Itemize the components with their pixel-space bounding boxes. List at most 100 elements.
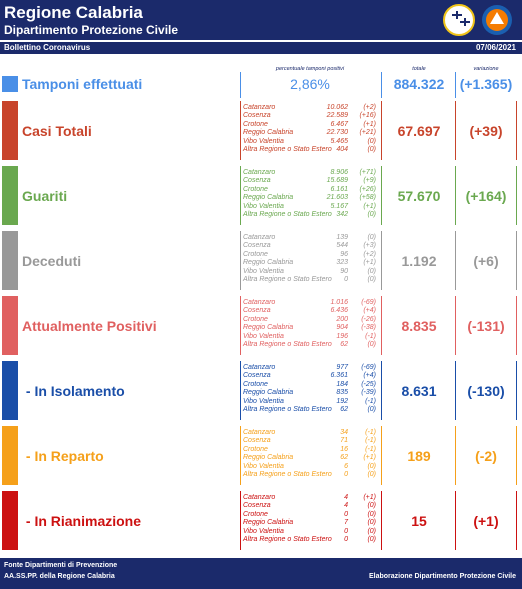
province-name: Vibo Valentia — [243, 527, 284, 535]
province-change: (0) — [367, 519, 376, 527]
province-box — [240, 426, 382, 485]
province-value: 196 — [336, 332, 348, 340]
province-change: (0) — [367, 267, 376, 275]
tests-change: (+1.365) — [459, 76, 513, 92]
section-bar — [2, 491, 18, 550]
province-value: 904 — [336, 324, 348, 332]
province-change: (0) — [367, 527, 376, 535]
province-change: (+2) — [363, 104, 376, 111]
province-name: Vibo Valentia — [243, 462, 284, 470]
section-label: - In Isolamento — [22, 383, 125, 399]
province-value: 15.689 — [326, 177, 348, 185]
province-value: 22.589 — [326, 112, 348, 120]
province-change: (0) — [367, 341, 376, 348]
province-name: Altra Regione o Stato Estero — [243, 276, 332, 283]
section-bar — [2, 166, 18, 225]
province-value: 62 — [340, 454, 348, 462]
divider — [455, 426, 456, 485]
province-name: Cosenza — [243, 502, 271, 510]
province-value: 8.906 — [330, 169, 348, 176]
province-name: Reggio Calabria — [243, 194, 294, 202]
province-change: (-1) — [365, 397, 376, 405]
province-name: Crotone — [243, 315, 268, 323]
province-change: (-1) — [365, 437, 376, 445]
province-value: 139 — [336, 234, 348, 241]
divider — [455, 491, 456, 550]
province-name: Cosenza — [243, 112, 271, 120]
percent: 2,86% — [290, 76, 330, 92]
section-change: (+164) — [465, 188, 507, 204]
province-change: (0) — [367, 471, 376, 478]
section-label: Deceduti — [22, 253, 82, 269]
province-name: Catanzaro — [243, 494, 276, 501]
province-change: (-38) — [361, 324, 376, 332]
province-change: (-69) — [361, 299, 376, 306]
province-value: 184 — [336, 380, 348, 388]
percent-header: percentuale tamponi positivi — [275, 66, 345, 72]
title: Regione Calabria — [4, 3, 143, 22]
province-change: (0) — [367, 406, 376, 413]
province-value: 6.467 — [330, 120, 348, 128]
province-value: 977 — [336, 364, 348, 371]
province-box — [240, 231, 382, 290]
section-change: (-130) — [467, 383, 505, 399]
province-name: Crotone — [243, 380, 268, 388]
province-value: 22.730 — [326, 129, 348, 137]
province-name: Altra Regione o Stato Estero — [243, 146, 332, 153]
tests-row: Tamponi effettuati percentuale tamponi p… — [0, 62, 522, 100]
province-value: 0 — [344, 276, 348, 283]
province-change: (+1) — [363, 202, 376, 210]
section-total: 67.697 — [397, 123, 441, 139]
province-value: 192 — [336, 397, 348, 405]
province-value: 16 — [340, 445, 348, 453]
section-bar — [2, 296, 18, 355]
bulletin-date: 07/06/2021 — [475, 43, 516, 52]
section-total: 57.670 — [397, 188, 441, 204]
province-value: 0 — [344, 536, 348, 543]
divider — [516, 491, 517, 550]
province-change: (-1) — [365, 429, 376, 436]
province-name: Cosenza — [243, 437, 271, 445]
bulletin-label: Bollettino Coronavirus — [4, 43, 91, 52]
province-change: (+26) — [359, 185, 376, 193]
section-change: (-131) — [467, 318, 505, 334]
province-change: (+71) — [359, 169, 376, 176]
province-change: (+1) — [363, 259, 376, 267]
province-box — [240, 296, 382, 355]
province-change: (0) — [367, 137, 376, 145]
source-2: AA.SS.PP. della Regione Calabria — [4, 573, 115, 580]
province-value: 6.436 — [330, 307, 348, 315]
tests-swatch — [2, 76, 18, 92]
section-change: (+6) — [473, 253, 499, 269]
province-name: Catanzaro — [243, 429, 276, 436]
province-name: Vibo Valentia — [243, 267, 284, 275]
province-name: Reggio Calabria — [243, 259, 294, 267]
province-name: Reggio Calabria — [243, 519, 294, 527]
province-change: (+9) — [363, 177, 376, 185]
section-total: 189 — [407, 448, 431, 464]
credit: Elaborazione Dipartimento Protezione Civ… — [368, 573, 516, 580]
divider — [381, 72, 382, 98]
province-change: (-26) — [361, 315, 376, 323]
province-change: (0) — [367, 276, 376, 283]
subtitle: Dipartimento Protezione Civile — [4, 23, 179, 37]
province-change: (+4) — [363, 307, 376, 315]
divider — [516, 231, 517, 290]
province-change: (-69) — [361, 364, 376, 371]
divider — [516, 426, 517, 485]
province-value: 10.062 — [326, 104, 348, 111]
divider — [516, 166, 517, 225]
province-name: Catanzaro — [243, 234, 276, 241]
total-header: totale — [412, 66, 426, 72]
divider — [455, 166, 456, 225]
province-change: (+3) — [363, 242, 376, 250]
province-value: 5.465 — [330, 137, 348, 145]
province-value: 0 — [344, 527, 348, 535]
tests-total: 884.322 — [393, 76, 445, 92]
province-box — [240, 361, 382, 420]
province-change: (+58) — [359, 194, 376, 202]
province-name: Crotone — [243, 510, 268, 518]
province-value: 0 — [344, 471, 348, 478]
section-label: Attualmente Positivi — [22, 318, 157, 334]
